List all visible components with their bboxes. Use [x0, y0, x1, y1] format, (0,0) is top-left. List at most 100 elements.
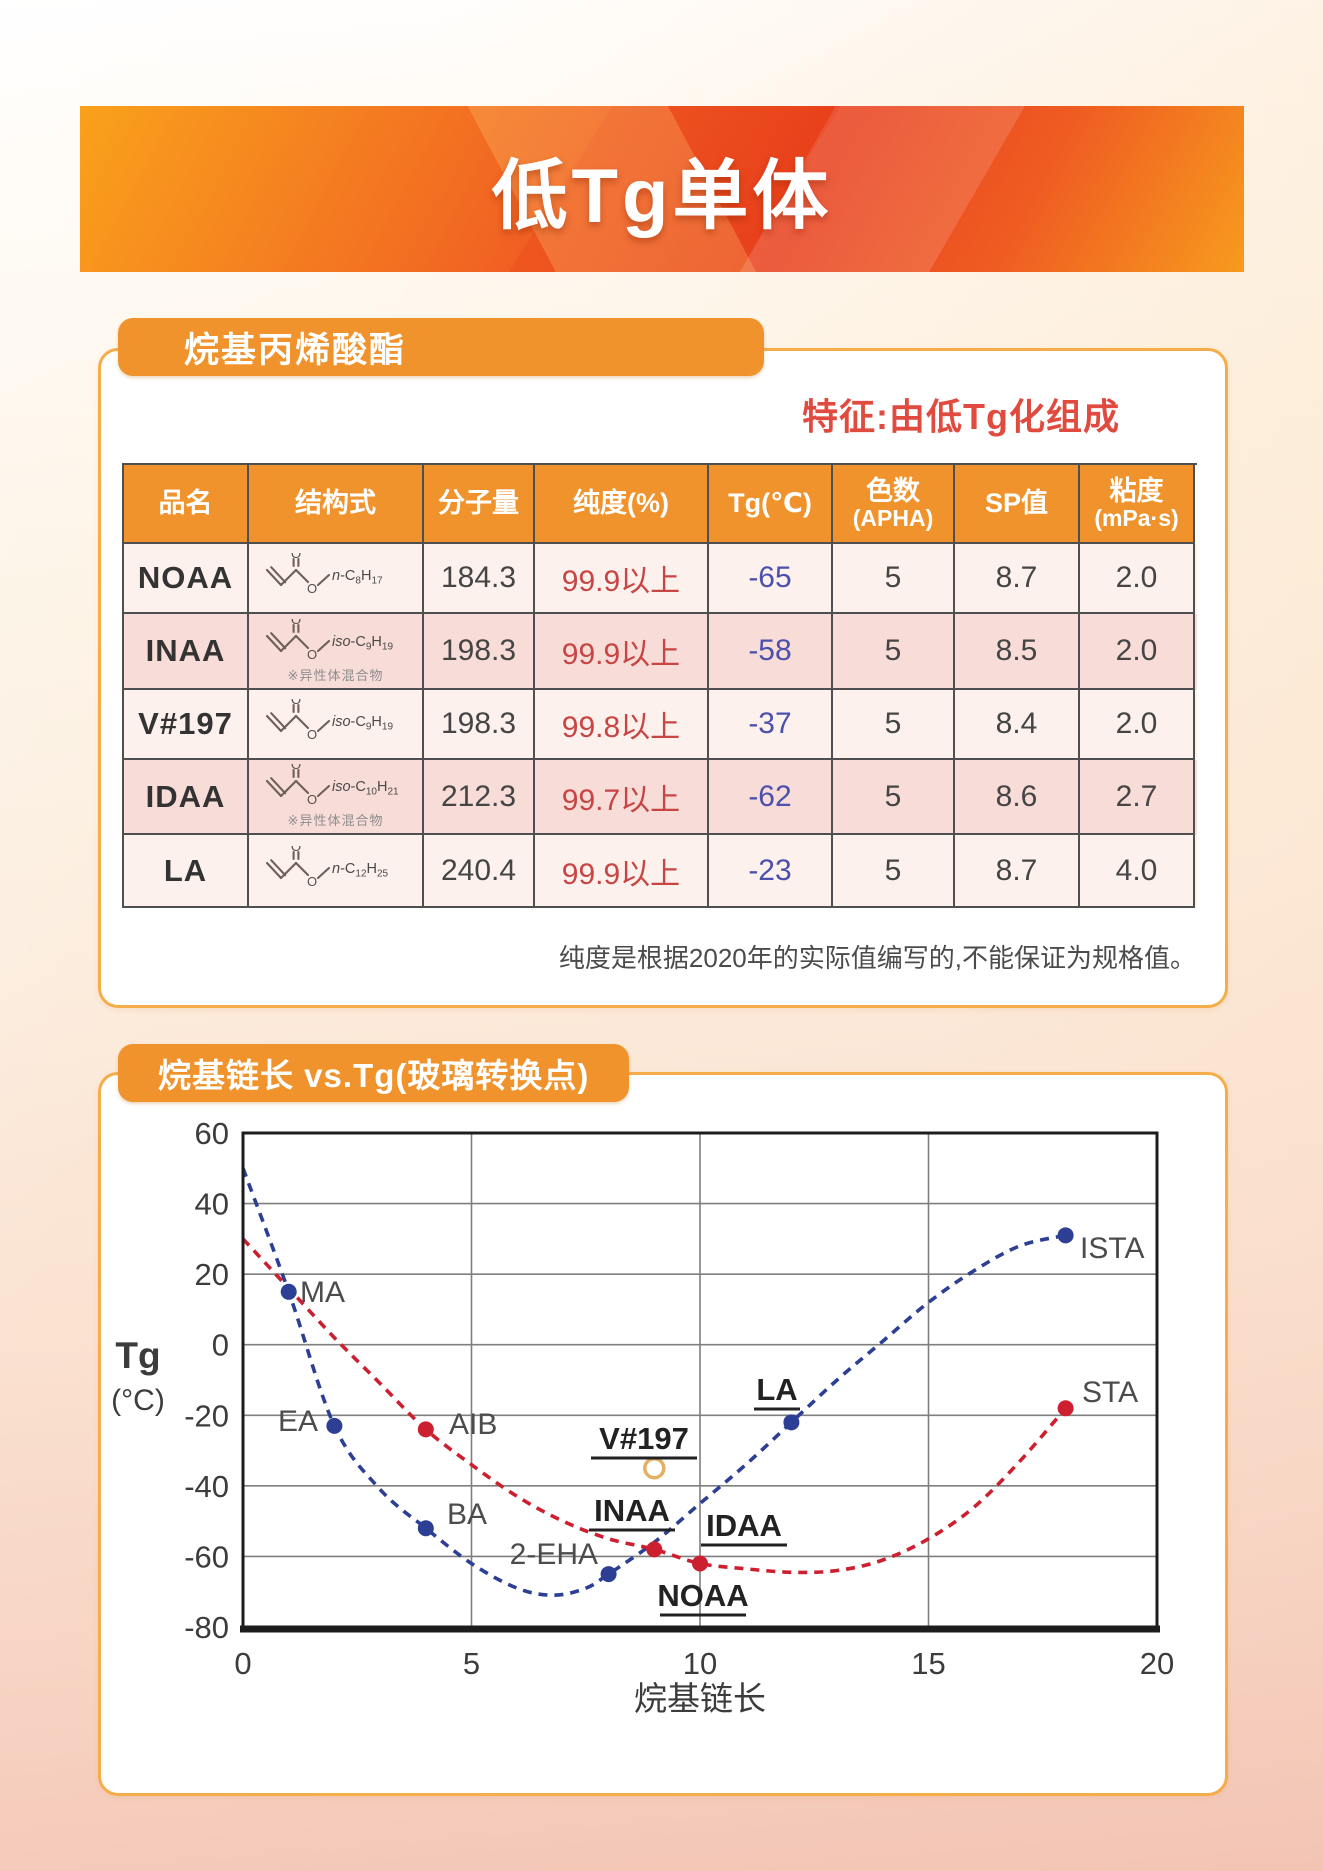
c-o-bond [294, 568, 309, 584]
cell-purity: 99.9以上 [535, 835, 709, 908]
column-header-text: 品名 [158, 488, 213, 519]
cell-tg: -58 [709, 614, 833, 690]
title-banner: 低Tg单体 [80, 106, 1244, 272]
column-header-text: Tg(℃) [728, 488, 812, 519]
column-header: 纯度(%) [535, 465, 709, 544]
cell-color-number: 5 [833, 835, 955, 908]
cell-structure: O On-C8​H17​ [249, 544, 424, 614]
cell-product-name: IDAA [124, 760, 249, 835]
feature-note: 特征:由低Tg化组成 [802, 396, 1120, 437]
o-r-bond [316, 784, 330, 798]
c-o-bond [294, 634, 309, 649]
table-header-row: 品名 结构式 分子量 纯度(%) Tg(℃) 色数 (APHA) SP值 粘度 (mPa·s) [124, 465, 1197, 544]
vinyl-double-bond [265, 634, 282, 652]
c-c-bond [279, 779, 297, 798]
cell-color-number: 5 [833, 760, 955, 835]
cell-sp-value: 8.4 [955, 690, 1080, 760]
column-header-text: (APHA) [852, 504, 934, 531]
r-group-label: n-C12​H25​ [332, 861, 389, 880]
cell-color-number: 5 [833, 614, 955, 690]
column-header: 分子量 [424, 465, 535, 544]
column-header-text: 色数 [866, 476, 920, 507]
cell-tg: -23 [709, 835, 833, 908]
column-header: 品名 [124, 465, 249, 544]
carbonyl-oxygen-label: O [290, 699, 300, 707]
cell-tg: -65 [709, 544, 833, 614]
ester-oxygen-label: O [306, 647, 316, 662]
carbonyl-oxygen-label: O [290, 553, 300, 561]
vinyl-double-bond [265, 779, 282, 798]
c-o-bond [294, 861, 309, 876]
spec-table: 品名 结构式 分子量 纯度(%) Tg(℃) 色数 (APHA) SP值 粘度 (mPa·s) NO… [122, 463, 1197, 908]
c-c-bond [279, 568, 297, 587]
vinyl-double-bond [269, 858, 286, 876]
ester-oxygen-label: O [306, 874, 316, 889]
carbonyl-oxygen-label: O [290, 619, 300, 627]
cell-tg: -37 [709, 690, 833, 760]
cell-purity: 99.8以上 [535, 690, 709, 760]
purity-footnote: 纯度是根据2020年的实际值编写的,不能保证为规格值。 [558, 943, 1196, 973]
o-r-bond [316, 639, 330, 652]
isomer-note: ※异性体混合物 [287, 667, 384, 683]
cell-molecular-weight: 198.3 [424, 690, 535, 760]
cell-viscosity: 4.0 [1080, 835, 1195, 908]
acrylate-structure-drawing: O On-C8​H17​ [265, 553, 383, 596]
cell-molecular-weight: 212.3 [424, 760, 535, 835]
cell-color-number: 5 [833, 690, 955, 760]
column-header-text: SP值 [984, 488, 1049, 519]
column-header: Tg(℃) [709, 465, 833, 544]
cell-color-number: 5 [833, 544, 955, 614]
cell-structure: O On-C12​H25​ [249, 835, 424, 908]
section-tab-chain-length-vs-tg: 烷基链长 vs.Tg(玻璃转换点) [118, 1044, 630, 1102]
ester-oxygen-label: O [306, 792, 316, 807]
column-header: 结构式 [249, 465, 424, 544]
cell-sp-value: 8.7 [955, 835, 1080, 908]
c-c-bond [279, 634, 297, 652]
cell-molecular-weight: 240.4 [424, 835, 535, 908]
cell-purity: 99.9以上 [535, 544, 709, 614]
cell-sp-value: 8.5 [955, 614, 1080, 690]
cell-viscosity: 2.0 [1080, 614, 1195, 690]
acrylate-structure-drawing: O On-C12​H25​ [265, 846, 389, 889]
cell-tg: -62 [709, 760, 833, 835]
column-header: SP值 [955, 465, 1080, 544]
cell-molecular-weight: 198.3 [424, 614, 535, 690]
c-c-bond [279, 861, 297, 879]
r-group-label: iso-C9​H19​ [332, 714, 393, 733]
section-tab-alkyl-acrylate: 烷基丙烯酸酯 [118, 318, 764, 376]
column-header-text: (mPa·s) [1094, 504, 1179, 531]
c-o-bond [294, 779, 309, 795]
vinyl-double-bond [265, 568, 282, 587]
cell-molecular-weight: 184.3 [424, 544, 535, 614]
column-header-text: 结构式 [295, 488, 376, 519]
vinyl-double-bond [269, 631, 286, 649]
c-c-bond [279, 714, 297, 733]
o-r-bond [316, 719, 330, 733]
cell-viscosity: 2.7 [1080, 760, 1195, 835]
column-header-text: 分子量 [438, 488, 519, 519]
isomer-note: ※异性体混合物 [287, 813, 384, 828]
r-group-label: n-C8​H17​ [332, 568, 383, 587]
o-r-bond [316, 573, 330, 587]
vinyl-double-bond [269, 566, 286, 584]
vinyl-double-bond [269, 712, 286, 730]
column-header: 粘度 (mPa·s) [1080, 465, 1195, 544]
carbonyl-oxygen-label: O [290, 764, 300, 772]
cell-sp-value: 8.7 [955, 544, 1080, 614]
column-header-text: 粘度 [1109, 476, 1164, 507]
cell-viscosity: 2.0 [1080, 544, 1195, 614]
page-title: 低Tg单体 [491, 154, 833, 239]
vinyl-double-bond [265, 714, 282, 733]
cell-product-name: LA [124, 835, 249, 908]
o-r-bond [316, 866, 330, 879]
ester-oxygen-label: O [306, 581, 316, 596]
tg-chart-card [98, 1072, 1228, 1796]
